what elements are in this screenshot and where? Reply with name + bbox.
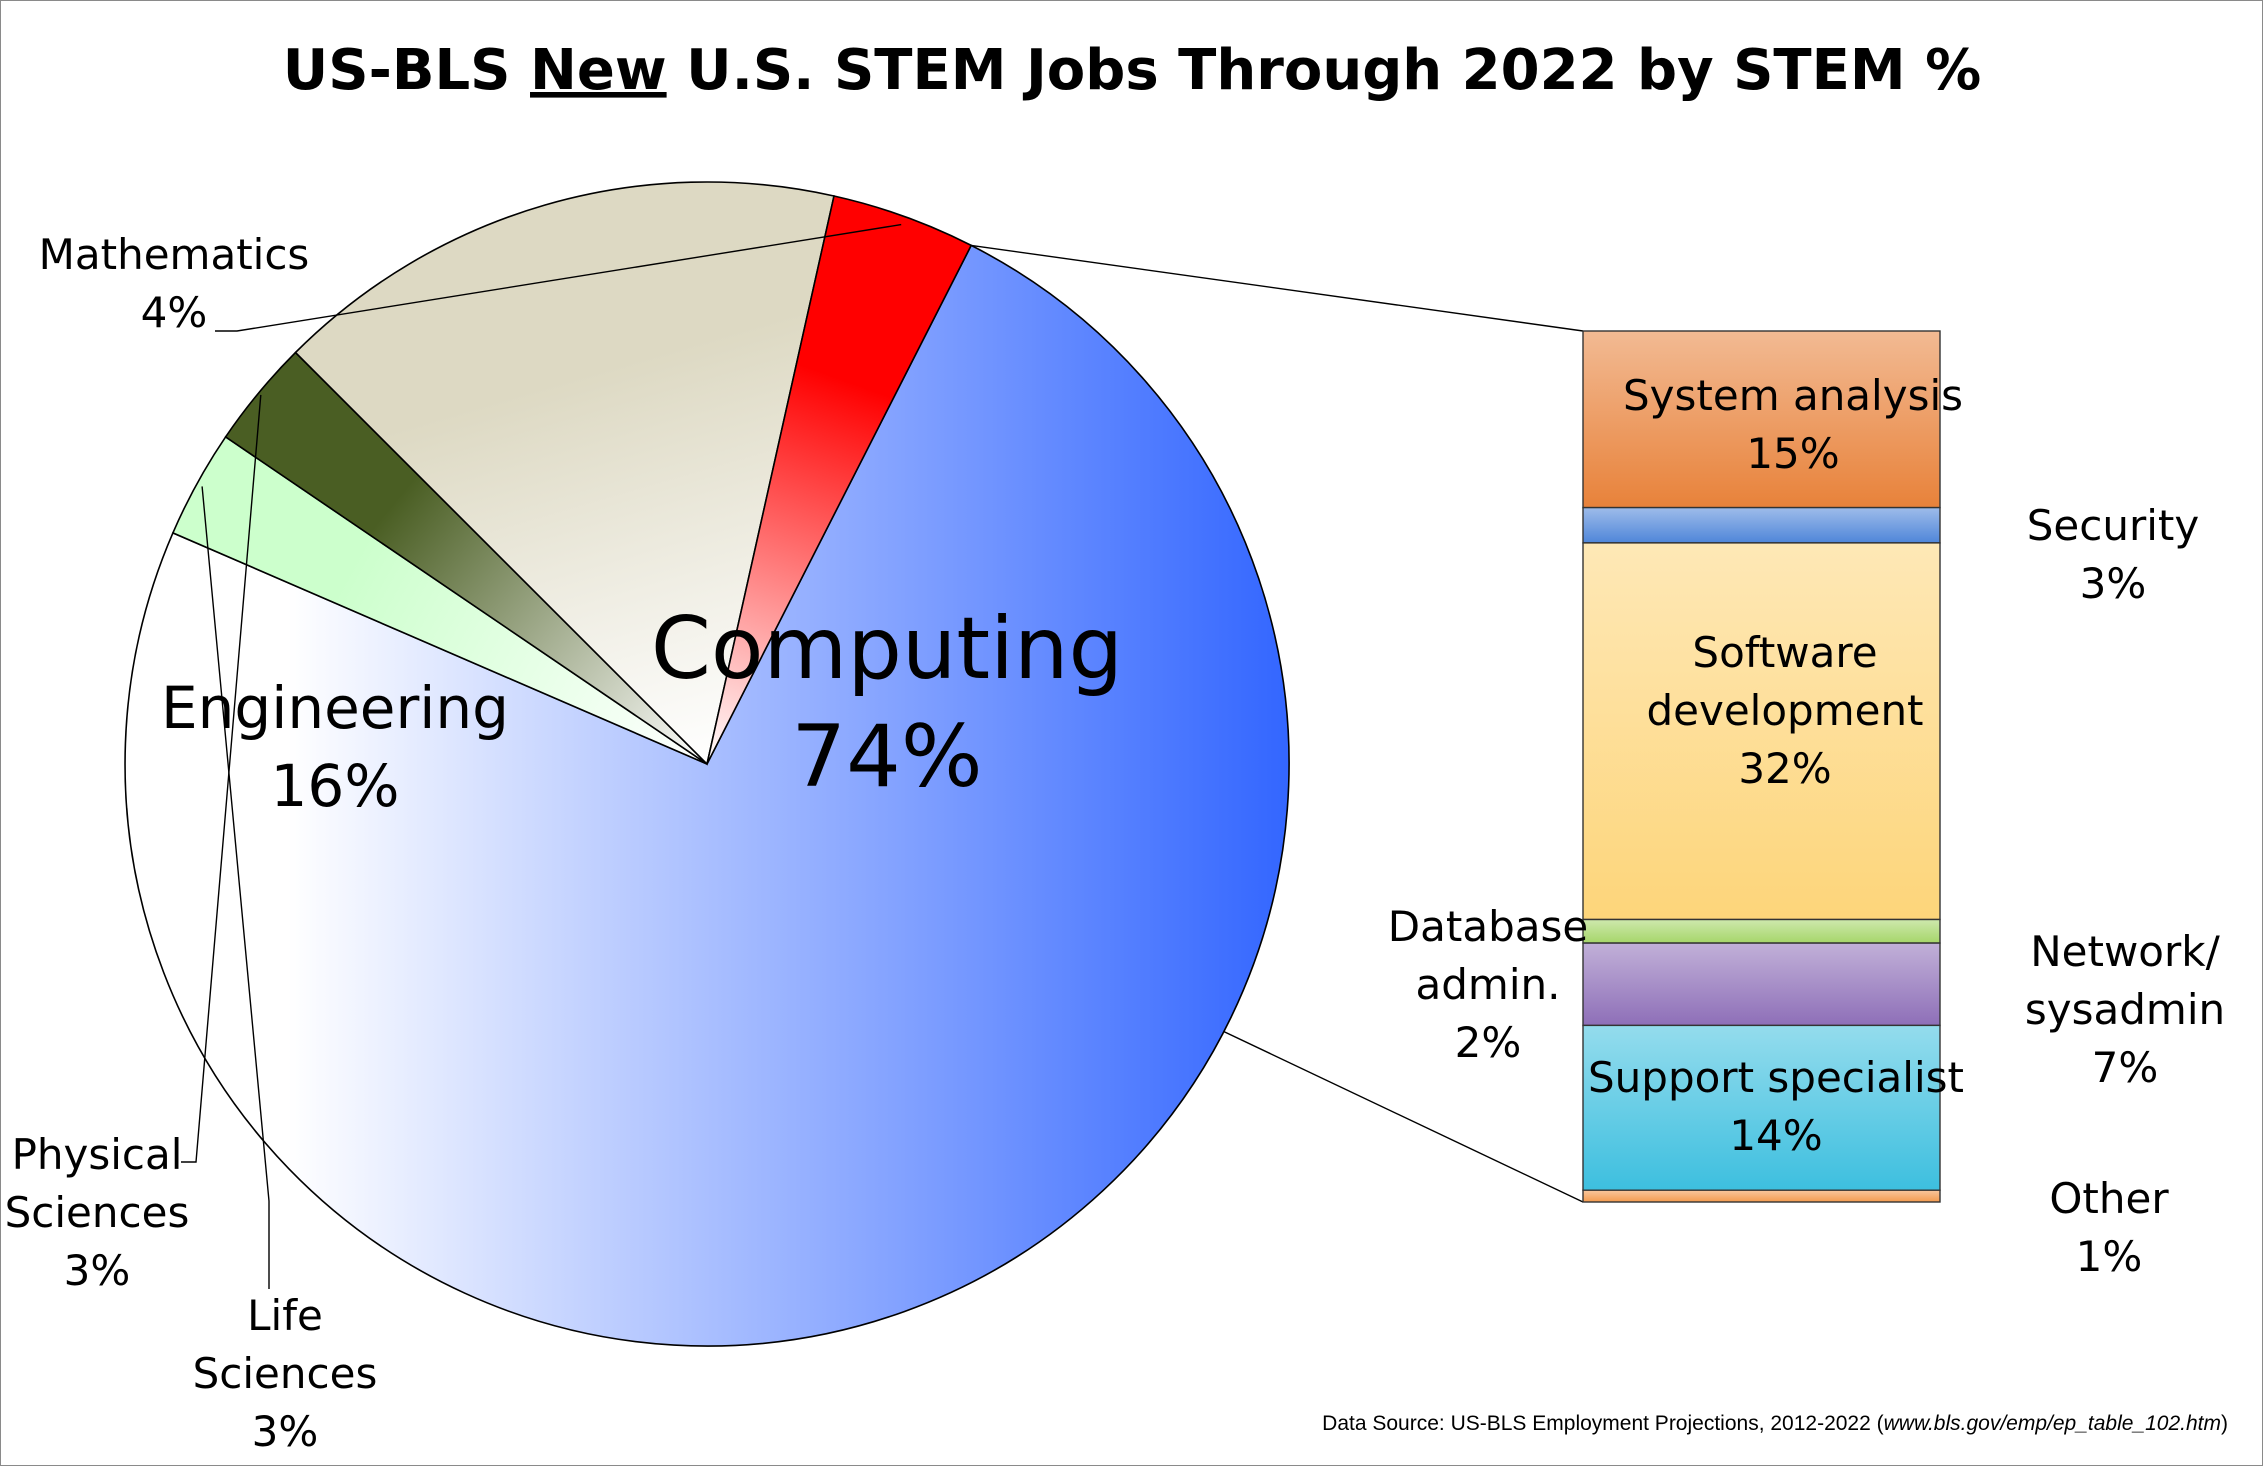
pie-label-physical-sciences-line: Sciences — [5, 1188, 190, 1237]
pie-slice-mathematics — [706, 195, 973, 765]
pie-slice-computing — [124, 244, 1290, 1347]
bar-label-support-specialist-line: 14% — [1729, 1111, 1822, 1160]
connector-top — [971, 244, 1584, 332]
source-suffix: ) — [2221, 1412, 2228, 1435]
bar-segment-system-analysis — [1582, 330, 1941, 509]
bar-label-other: Other 1% — [2049, 1174, 2169, 1281]
bar-label-security-line: 3% — [2080, 559, 2147, 608]
pie-label-engineering-line: Engineering — [161, 674, 509, 742]
bar-segment-other — [1582, 1189, 1941, 1203]
title-suffix: U.S. STEM Jobs Through 2022 by STEM % — [667, 38, 1982, 103]
bar-label-database-admin: Database admin. 2% — [1388, 902, 1588, 1067]
pie-label-computing-line: 74% — [791, 707, 982, 807]
source-prefix: Data Source: US-BLS Employment Projectio… — [1322, 1412, 1883, 1435]
pie-label-life-sciences-line: 3% — [252, 1407, 319, 1456]
bar-label-system-analysis-line: System analysis — [1623, 371, 1963, 420]
source-url: www.bls.gov/emp/ep_table_102.htm — [1884, 1412, 2221, 1435]
bar-label-network-sysadmin-line: sysadmin — [2025, 985, 2225, 1034]
bar-segment-network-sysadmin — [1582, 942, 1941, 1027]
chart-labels: Computing 74% Life Sciences 3% Physical Scienc… — [5, 230, 2225, 1456]
bar-label-system-analysis-line: 15% — [1746, 429, 1839, 478]
bar-label-network-sysadmin-line: 7% — [2092, 1043, 2159, 1092]
bar-label-network-sysadmin: Network/sysadmin 7% — [2025, 927, 2225, 1092]
pie-label-physical-sciences-line: 3% — [64, 1246, 131, 1295]
leader-lines — [181, 223, 902, 1289]
pie-label-mathematics-line: 4% — [141, 288, 208, 337]
bar-label-security-line: Security — [2027, 501, 2199, 550]
bar-label-other-line: Other — [2049, 1174, 2169, 1223]
bar-label-database-admin-line: admin. — [1416, 960, 1561, 1009]
pie-label-mathematics-line: Mathematics — [39, 230, 310, 279]
pie-label-life-sciences: Life Sciences 3% — [193, 1291, 378, 1456]
bar-segment-database-admin — [1582, 918, 1941, 944]
pie-label-physical-sciences-line: Physical — [12, 1130, 183, 1179]
bar-label-support-specialist-line: Support specialist — [1588, 1053, 1964, 1102]
leader-physical-sciences — [181, 394, 262, 1163]
pie-label-computing-line: Computing — [651, 599, 1123, 699]
pie-label-mathematics: Mathematics 4% — [39, 230, 310, 337]
leader-mathematics — [215, 223, 902, 332]
bar-segment-security — [1582, 506, 1941, 544]
title-prefix: US-BLS — [283, 38, 530, 103]
bar-label-software-development-line: Software — [1692, 628, 1877, 677]
pie-slice-engineering — [294, 181, 835, 766]
bar-label-software-development-line: development — [1646, 686, 1923, 735]
bar-label-support-specialist: Support specialist 14% — [1588, 1053, 1964, 1160]
bar-label-network-sysadmin-line: Network/ — [2030, 927, 2220, 976]
leader-life-sciences — [201, 486, 270, 1289]
bar-segment-software-development — [1582, 542, 1941, 921]
data-source-note: Data Source: US-BLS Employment Projectio… — [1322, 1412, 2228, 1435]
bar-label-database-admin-line: Database — [1388, 902, 1588, 951]
pie-label-computing: Computing 74% — [651, 599, 1123, 807]
bar-label-database-admin-line: 2% — [1455, 1018, 1522, 1067]
bar-segment-support-specialist — [1582, 1024, 1941, 1191]
pie-label-engineering-line: 16% — [271, 752, 400, 820]
bar-label-software-development-line: 32% — [1738, 744, 1831, 793]
title-underlined: New — [530, 38, 667, 103]
stacked-bar — [1582, 330, 1941, 1203]
chart-title: US-BLS New U.S. STEM Jobs Through 2022 b… — [283, 38, 1981, 103]
pie-label-life-sciences-line: Life — [247, 1291, 323, 1340]
bar-label-system-analysis: System analysis 15% — [1623, 371, 1963, 478]
pie-chart — [124, 181, 1290, 1347]
bar-label-software-development: Software development 32% — [1646, 628, 1923, 793]
pie-label-engineering: Engineering 16% — [161, 674, 509, 820]
bar-label-other-line: 1% — [2076, 1232, 2143, 1281]
pie-label-life-sciences-line: Sciences — [193, 1349, 378, 1398]
bar-label-security: Security 3% — [2027, 501, 2199, 608]
pie-label-physical-sciences: Physical Sciences 3% — [5, 1130, 190, 1295]
